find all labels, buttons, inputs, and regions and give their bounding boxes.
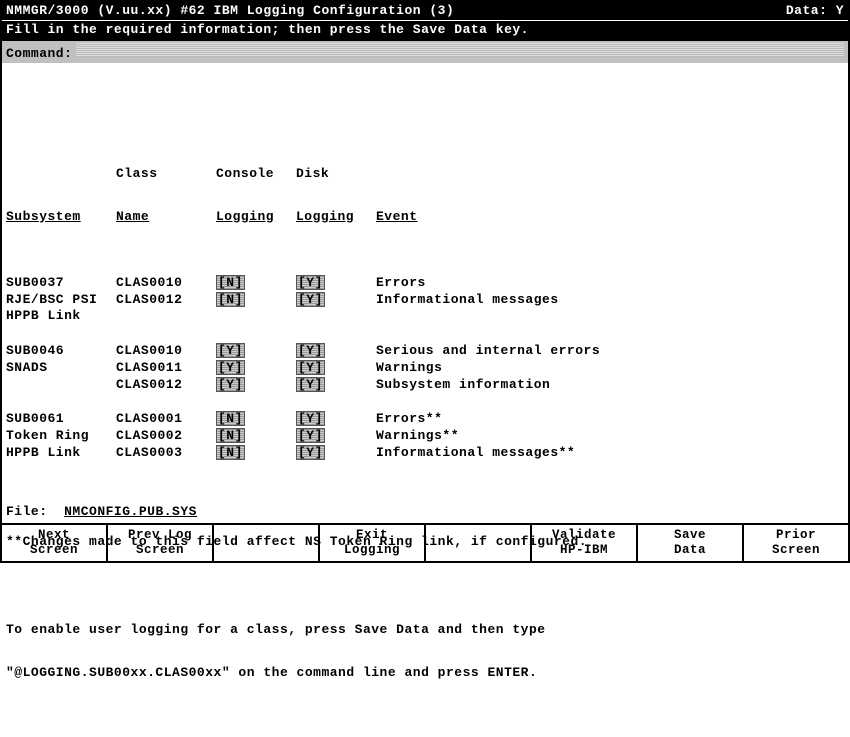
column-headers: Class Console Disk — [6, 167, 844, 181]
function-key[interactable]: NextScreen — [2, 525, 108, 561]
function-keys: NextScreenPrev LogScreen ExitLogging Val… — [2, 523, 848, 561]
table-row: SNADSCLAS0011[Y][Y]Warnings — [6, 360, 844, 377]
main-content: Class Console Disk Subsystem Name Loggin… — [2, 63, 848, 737]
app-title: NMMGR/3000 (V.uu.xx) #62 IBM Logging Con… — [6, 4, 786, 18]
function-key[interactable]: Prev LogScreen — [108, 525, 214, 561]
command-input[interactable] — [76, 43, 844, 57]
table-row: SUB0061CLAS0001[N][Y]Errors** — [6, 411, 844, 428]
table-row: SUB0037CLAS0010[N][Y]Errors — [6, 275, 844, 292]
table-row: CLAS0012[Y][Y]Subsystem information — [6, 377, 844, 394]
footnote-2: To enable user logging for a class, pres… — [6, 623, 844, 637]
logging-toggle[interactable]: [Y] — [216, 377, 245, 392]
config-table: SUB0037CLAS0010[N][Y]ErrorsRJE/BSC PSICL… — [6, 275, 844, 462]
logging-toggle[interactable]: [N] — [216, 445, 245, 460]
function-key[interactable]: SaveData — [638, 525, 744, 561]
logging-toggle[interactable]: [Y] — [216, 343, 245, 358]
instruction-bar: Fill in the required information; then p… — [2, 21, 848, 39]
function-key[interactable]: PriorScreen — [744, 525, 848, 561]
file-label: File: — [6, 504, 48, 519]
table-row: RJE/BSC PSICLAS0012[N][Y]Informational m… — [6, 292, 844, 309]
table-row: Token RingCLAS0002[N][Y]Warnings** — [6, 428, 844, 445]
logging-toggle[interactable]: [N] — [216, 292, 245, 307]
table-row: SUB0046CLAS0010[Y][Y]Serious and interna… — [6, 343, 844, 360]
table-row: HPPB Link — [6, 309, 844, 326]
logging-toggle[interactable]: [Y] — [296, 275, 325, 290]
logging-toggle[interactable]: [Y] — [296, 445, 325, 460]
footnote-3: "@LOGGING.SUB00xx.CLAS00xx" on the comma… — [6, 666, 844, 680]
function-key — [426, 525, 532, 561]
logging-toggle[interactable]: [Y] — [296, 428, 325, 443]
logging-toggle[interactable]: [Y] — [296, 360, 325, 375]
logging-toggle[interactable]: [Y] — [296, 343, 325, 358]
logging-toggle[interactable]: [Y] — [296, 377, 325, 392]
logging-toggle[interactable]: [Y] — [296, 411, 325, 426]
data-indicator: Data: Y — [786, 4, 844, 18]
command-label: Command: — [6, 47, 72, 61]
logging-toggle[interactable]: [N] — [216, 411, 245, 426]
table-row: HPPB LinkCLAS0003[N][Y]Informational mes… — [6, 445, 844, 462]
command-row: Command: — [2, 40, 848, 63]
logging-toggle[interactable]: [Y] — [216, 360, 245, 375]
file-value: NMCONFIG.PUB.SYS — [64, 505, 842, 519]
logging-toggle[interactable]: [Y] — [296, 292, 325, 307]
function-key — [214, 525, 320, 561]
column-headers-2: Subsystem Name Logging Logging Event — [6, 210, 844, 224]
title-bar: NMMGR/3000 (V.uu.xx) #62 IBM Logging Con… — [2, 2, 848, 21]
function-key[interactable]: ExitLogging — [320, 525, 426, 561]
function-key[interactable]: ValidateHP-IBM — [532, 525, 638, 561]
logging-toggle[interactable]: [N] — [216, 428, 245, 443]
logging-toggle[interactable]: [N] — [216, 275, 245, 290]
file-row: File: NMCONFIG.PUB.SYS — [6, 505, 844, 519]
